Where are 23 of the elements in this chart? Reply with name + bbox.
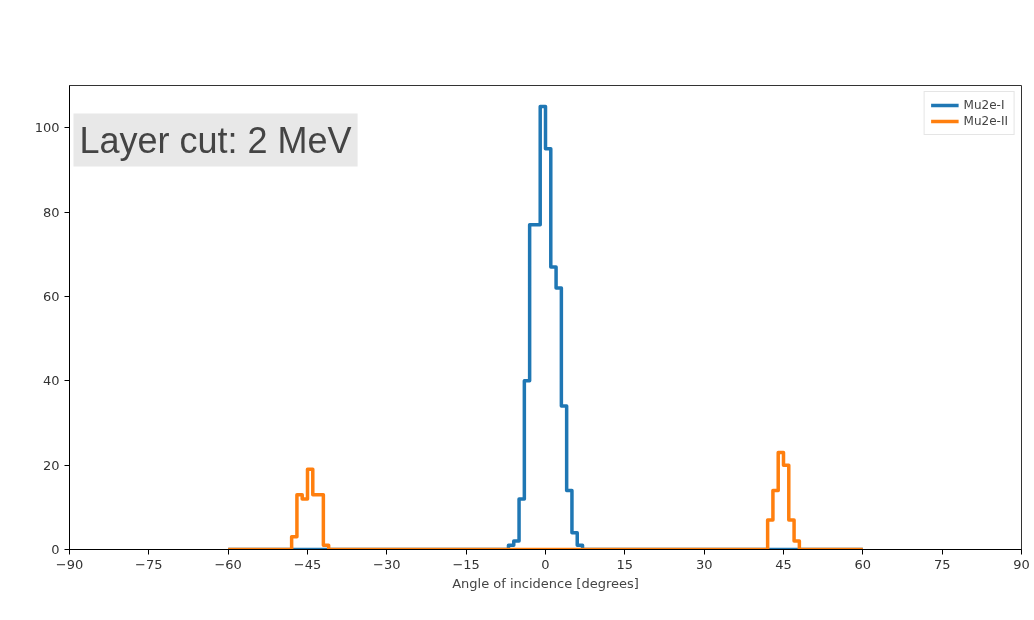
y-tick-label: 100 — [34, 120, 60, 136]
legend-label: Mu2e-I — [963, 98, 1005, 112]
x-tick-label: 45 — [775, 556, 792, 572]
x-tick-label: −60 — [214, 556, 242, 572]
x-tick-label: −90 — [55, 556, 84, 572]
y-tick-label: 60 — [42, 288, 60, 304]
x-tick-label: 15 — [616, 556, 634, 572]
x-tick-label: −45 — [293, 556, 322, 572]
x-axis-title: Angle of incidence [degrees] — [452, 575, 639, 591]
x-tick-label: −15 — [452, 556, 480, 572]
x-tick-label: 0 — [541, 556, 550, 572]
x-tick-label: 60 — [854, 556, 872, 572]
x-tick-label: −30 — [373, 556, 401, 572]
y-tick-label: 0 — [51, 542, 60, 557]
annotation: Layer cut: 2 MeV — [79, 119, 352, 161]
legend-label: Mu2e-II — [963, 114, 1008, 128]
y-tick-label: 20 — [42, 457, 60, 473]
x-tick-label: −75 — [135, 556, 163, 572]
x-tick-label: 75 — [933, 556, 951, 572]
x-tick-label: 30 — [695, 556, 713, 572]
y-tick-label: 80 — [42, 204, 60, 220]
x-tick-label: 90 — [1013, 556, 1030, 572]
y-tick-label: 40 — [42, 373, 60, 389]
